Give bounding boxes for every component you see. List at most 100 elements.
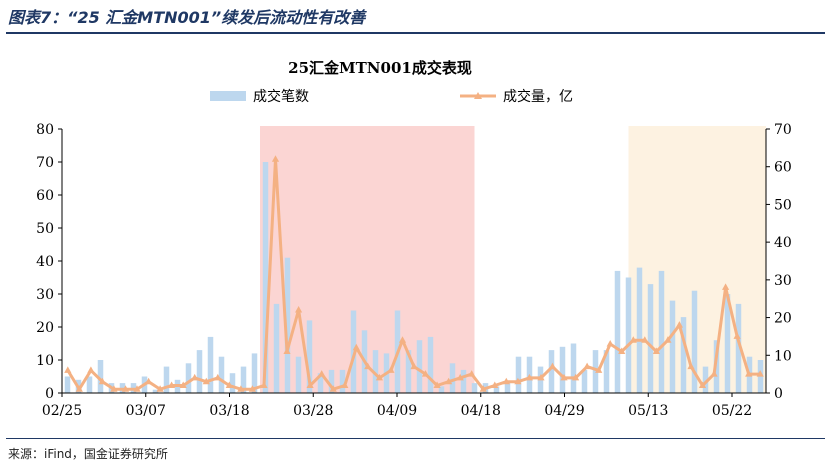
line-point <box>641 336 649 343</box>
bar <box>262 162 269 393</box>
line-point <box>248 385 256 392</box>
x-tick-label: 03/28 <box>293 403 333 419</box>
x-tick-label: 05/22 <box>712 403 752 419</box>
line-point <box>98 377 106 385</box>
bar <box>185 363 192 393</box>
line-point <box>445 377 453 385</box>
bar <box>449 363 456 393</box>
bar <box>504 383 511 393</box>
bar <box>97 360 104 393</box>
y-left-tick-label: 60 <box>36 188 54 204</box>
source-rule <box>6 438 825 439</box>
bar <box>64 376 71 393</box>
x-tick-label: 02/25 <box>42 403 82 419</box>
line-series <box>64 155 764 392</box>
bar <box>405 350 412 393</box>
bar <box>625 277 632 393</box>
x-tick-label: 03/07 <box>126 403 166 419</box>
line-point <box>698 381 707 388</box>
line-point <box>64 366 72 373</box>
y-left-tick-label: 70 <box>36 155 54 171</box>
bar <box>317 373 324 393</box>
legend-bar-label: 成交笔数 <box>253 88 309 105</box>
bar <box>163 366 170 393</box>
bar <box>427 336 434 393</box>
bar <box>548 350 555 393</box>
line-point <box>433 381 441 388</box>
highlight-bands <box>260 126 766 393</box>
bar <box>306 320 313 393</box>
line-point <box>387 366 395 373</box>
x-tick-label: 04/09 <box>377 403 417 419</box>
bar <box>658 270 665 393</box>
line-point <box>687 362 695 370</box>
y-left-tick-label: 20 <box>36 320 54 336</box>
bar <box>207 336 214 393</box>
line-point <box>756 370 764 377</box>
line-point <box>410 362 418 370</box>
bar <box>416 340 423 393</box>
y-right-tick-label: 20 <box>774 311 792 327</box>
y-right-tick-label: 40 <box>774 235 792 251</box>
x-tick-label: 03/18 <box>209 403 249 419</box>
line-point <box>479 385 487 392</box>
x-tick-label: 05/13 <box>628 403 668 419</box>
line-point <box>491 381 499 388</box>
line-point <box>156 385 164 392</box>
legend: 成交笔数 成交量，亿 <box>210 88 573 105</box>
y-right-tick-label: 50 <box>774 197 792 213</box>
line-point <box>675 321 683 328</box>
bar <box>196 350 203 393</box>
y-right-tick-label: 0 <box>774 386 783 402</box>
bar <box>284 257 291 393</box>
line-point <box>295 306 303 313</box>
line-point <box>214 373 222 381</box>
line-point <box>468 370 476 377</box>
bar <box>229 373 236 393</box>
line-point <box>202 377 210 385</box>
bar <box>702 366 709 393</box>
y-left-tick-label: 10 <box>36 353 54 369</box>
line-point <box>456 373 464 381</box>
bar <box>328 369 335 393</box>
bar <box>438 386 445 393</box>
bar <box>614 270 621 393</box>
line-point <box>318 370 326 377</box>
y-left-tick-label: 80 <box>36 122 54 138</box>
liquidity-chart: 25汇金MTN001成交表现 成交笔数 成交量，亿 0 10 20 30 40 50 60 7… <box>36 59 792 419</box>
bar <box>724 294 731 393</box>
bar <box>570 343 577 393</box>
line-point <box>733 332 741 339</box>
line-point <box>745 370 753 377</box>
x-tick-label: 04/18 <box>461 403 501 419</box>
y-right-tick-label: 60 <box>774 160 792 176</box>
line-point <box>502 377 510 385</box>
bar <box>86 376 93 393</box>
bar <box>669 300 676 393</box>
bar <box>218 356 225 393</box>
line-point <box>537 373 545 381</box>
bar <box>339 369 346 393</box>
x-tick-label: 04/29 <box>544 403 584 419</box>
line-point <box>525 373 533 381</box>
legend-bar-swatch <box>210 91 246 101</box>
line-point <box>398 336 407 343</box>
line-point <box>329 385 337 392</box>
title-rule <box>6 32 825 34</box>
bar <box>559 346 566 393</box>
bar <box>460 369 467 393</box>
line-point <box>145 377 153 385</box>
line-point <box>75 385 83 392</box>
line-point <box>306 381 314 388</box>
line-point <box>722 283 730 290</box>
line-point <box>168 381 176 388</box>
line-point <box>271 155 280 162</box>
bar <box>735 303 742 393</box>
chart-title: 25汇金MTN001成交表现 <box>288 59 472 77</box>
line-point <box>629 336 637 343</box>
line-point <box>110 385 118 392</box>
bar <box>647 284 654 393</box>
bar <box>691 290 698 393</box>
y-left-tick-label: 0 <box>45 386 54 402</box>
y-right-tick-label: 70 <box>774 122 792 138</box>
